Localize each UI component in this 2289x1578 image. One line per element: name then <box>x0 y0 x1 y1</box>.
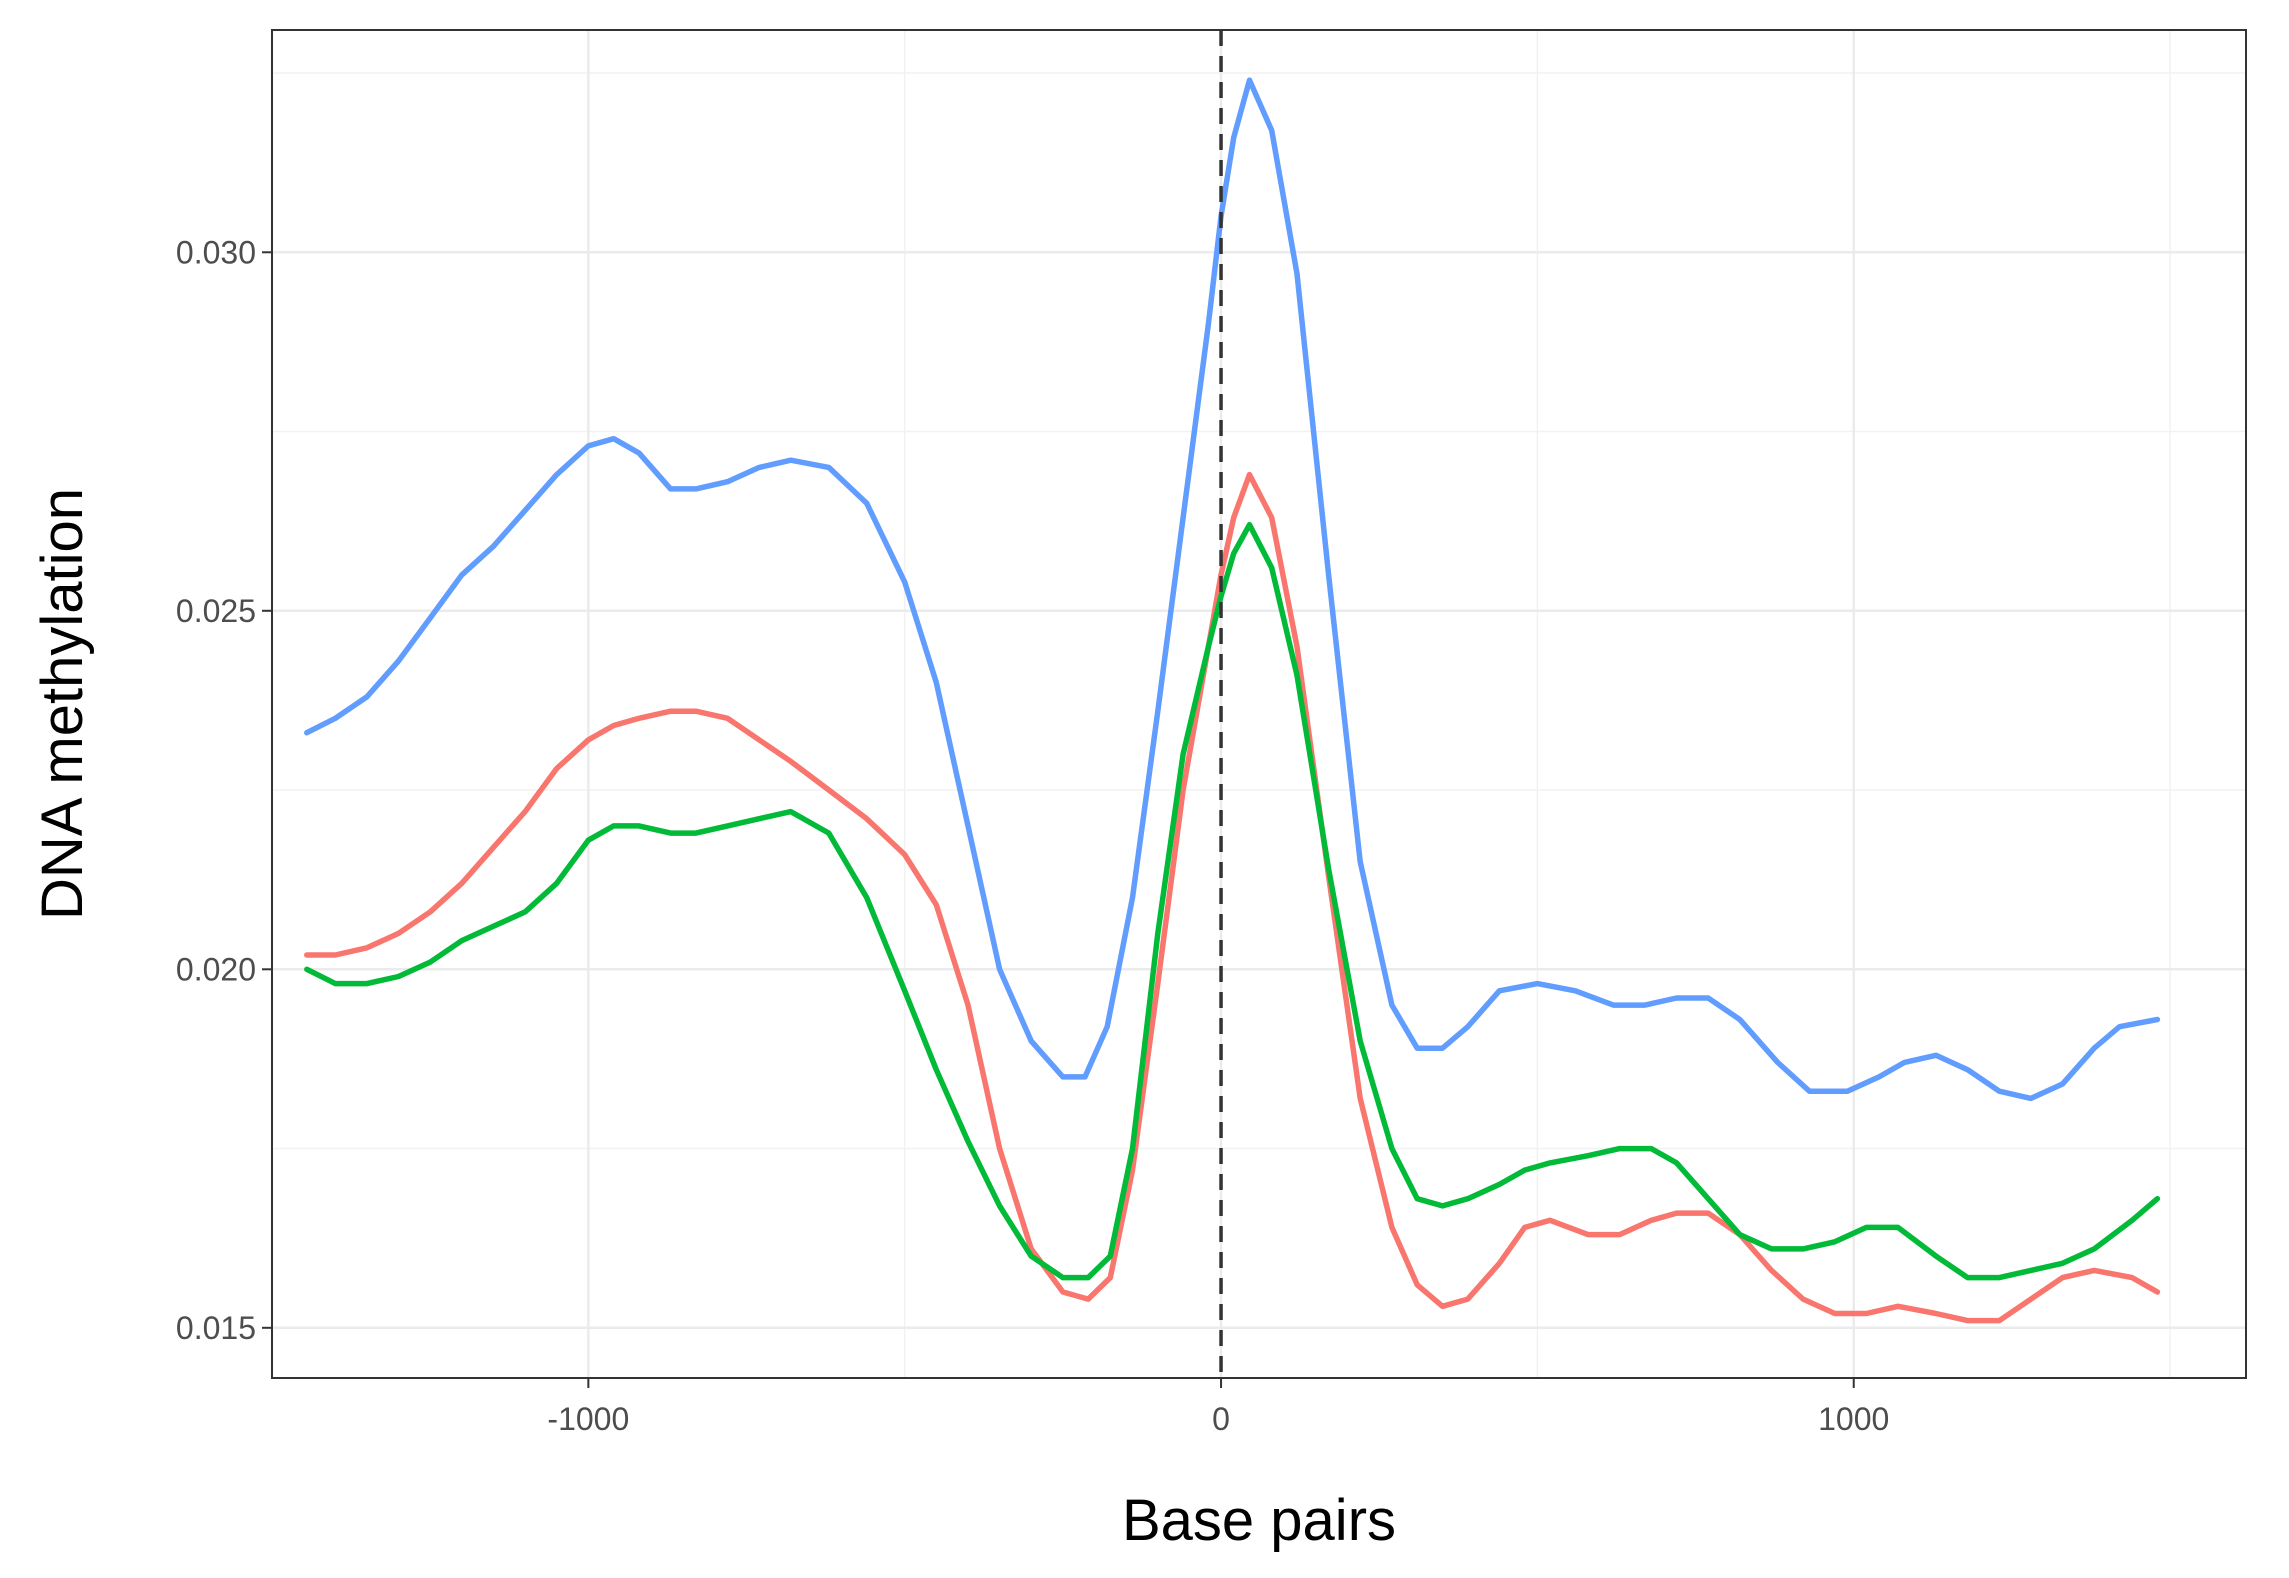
y-tick-label: 0.020 <box>176 951 256 987</box>
y-tick-label: 0.015 <box>176 1310 256 1346</box>
x-tick-label: 0 <box>1212 1401 1230 1437</box>
x-axis-ticks: -1000 0 1000 <box>547 1378 1889 1437</box>
x-tick-label: 1000 <box>1818 1401 1889 1437</box>
x-tick-label: -1000 <box>547 1401 629 1437</box>
y-tick-label: 0.025 <box>176 593 256 629</box>
series-line-3 <box>304 521 2161 1281</box>
y-axis-ticks: 0.015 0.020 0.025 0.030 <box>176 234 272 1346</box>
plot-panel <box>271 29 2247 1379</box>
series-line-2 <box>304 471 2161 1324</box>
x-axis-title: Base pairs <box>1122 1488 1396 1553</box>
y-tick-label: 0.030 <box>176 234 256 270</box>
y-axis-title: DNA methylation <box>30 488 95 920</box>
panel-border <box>271 29 2247 1379</box>
